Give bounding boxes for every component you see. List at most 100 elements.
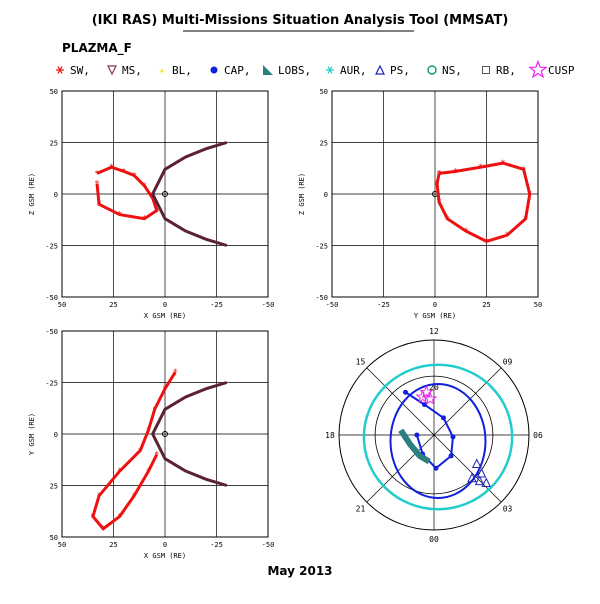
filled-triangle-icon — [263, 65, 273, 75]
legend-item: SW, — [56, 64, 90, 77]
mlt-label: 21 — [356, 505, 366, 514]
auroral-oval-inner — [389, 383, 487, 499]
legend-label: NS, — [442, 64, 462, 77]
asterisk-icon — [327, 66, 333, 74]
orbit-point: * — [96, 200, 101, 210]
x-tick-label: -25 — [210, 541, 223, 549]
lobs-trace — [398, 428, 431, 465]
x-tick-label: 25 — [109, 541, 117, 549]
orbit-point: * — [436, 198, 441, 208]
y-tick-label: 25 — [320, 140, 328, 148]
instrument-label: PLAZMA_F — [62, 41, 132, 56]
polar-radial-line — [366, 434, 435, 503]
cusp-point — [423, 391, 438, 405]
xy-panel: 50 25 0 -25 -50 -50 -25 0 25 50 X GSM (RE) Y GSM (R… — [28, 328, 274, 560]
large-star-icon — [528, 59, 548, 79]
earth-marker — [162, 191, 168, 197]
y-tick-label: -50 — [315, 294, 328, 302]
orbit-point: * — [117, 467, 122, 477]
orbit-point: * — [150, 194, 155, 204]
orbit-point: * — [436, 169, 441, 179]
legend-label: BL, — [172, 64, 192, 77]
boundary-trace — [150, 141, 228, 247]
orbit-point: * — [152, 405, 157, 415]
down-triangle-icon — [107, 65, 117, 76]
orbit-point: * — [117, 512, 122, 522]
mlt-label: 18 — [325, 431, 335, 440]
y-axis-label: Z GSM (RE) — [298, 173, 306, 215]
x-tick-label: 50 — [534, 301, 542, 309]
x-axis-label: Y GSM (RE) — [414, 312, 456, 320]
orbit-point: * — [463, 227, 468, 237]
date-label: May 2013 — [267, 564, 332, 578]
legend-label: AUR, — [340, 64, 367, 77]
latitude-label: 20 — [429, 383, 439, 392]
y-tick-label: -50 — [45, 294, 58, 302]
x-tick-label: 50 — [58, 541, 66, 549]
orbit-point: * — [453, 167, 458, 177]
y-tick-label: 25 — [50, 483, 58, 491]
legend-item: ✦ BL, — [159, 64, 192, 77]
ps-point — [476, 467, 487, 478]
cap-point — [441, 415, 446, 421]
ps-point — [474, 475, 485, 486]
cap-point — [433, 465, 439, 471]
y-tick-label: 50 — [320, 88, 328, 96]
x-tick-label: -25 — [210, 301, 223, 309]
cap-point — [403, 389, 408, 395]
ps-point — [467, 472, 477, 483]
legend-label: CAP, — [224, 64, 251, 77]
orbit-point: * — [500, 159, 505, 169]
legend-label: LOBS, — [278, 64, 311, 77]
y-tick-label: -50 — [45, 328, 58, 336]
y-tick-label: 25 — [50, 140, 58, 148]
orbit-point: * — [523, 215, 528, 225]
orbit-point: * — [445, 215, 450, 225]
orbit-point: * — [484, 237, 489, 247]
ps-point — [471, 458, 482, 468]
legend-label: SW, — [70, 64, 90, 77]
orbit-point: * — [504, 231, 509, 241]
x-tick-label: -50 — [326, 301, 339, 309]
x-axis-label: X GSM (RE) — [144, 312, 186, 320]
legend-item: NS, — [427, 64, 462, 77]
orbit-point: * — [478, 163, 483, 173]
open-circle-icon — [427, 65, 437, 75]
orbit-point: * — [146, 467, 151, 477]
polar-radial-line — [433, 434, 502, 503]
orbit-point: * — [434, 180, 439, 190]
polar-panel: 12 09 06 03 00 21 18 15 20 — [325, 327, 543, 544]
cap-point — [450, 434, 456, 440]
orbit-point: * — [131, 171, 136, 181]
filled-circle-icon — [210, 66, 218, 74]
polar-radial-line — [366, 367, 435, 436]
orbit-trace — [435, 161, 532, 243]
x-tick-label: 0 — [163, 301, 167, 309]
x-tick-label: -25 — [377, 301, 390, 309]
x-tick-label: 0 — [433, 301, 437, 309]
orbit-point: * — [154, 451, 159, 461]
auroral-oval-outer — [362, 363, 514, 511]
x-tick-label: -50 — [262, 301, 275, 309]
legend-label: MS, — [122, 64, 142, 77]
orbit-point: * — [527, 190, 532, 200]
figure-title: (IKI RAS) Multi-Missions Situation Analy… — [92, 13, 509, 28]
orbit-point: * — [142, 182, 147, 192]
cap-point — [422, 402, 427, 408]
boundary-trace — [150, 381, 228, 487]
y-tick-label: 50 — [50, 88, 58, 96]
y-axis-label: Z GSM (RE) — [28, 173, 36, 215]
x-tick-label: 50 — [58, 301, 66, 309]
x-tick-label: 25 — [482, 301, 490, 309]
orbit-point: * — [94, 169, 99, 179]
orbit-point: * — [94, 180, 99, 190]
legend-item: AUR, — [326, 64, 367, 77]
orbit-point: * — [100, 525, 105, 535]
mlt-label: 06 — [533, 431, 543, 440]
orbit-point: * — [436, 169, 441, 179]
legend-item: PS, — [375, 64, 410, 77]
orbit-point: * — [154, 206, 159, 216]
orbit-trace — [91, 371, 177, 531]
